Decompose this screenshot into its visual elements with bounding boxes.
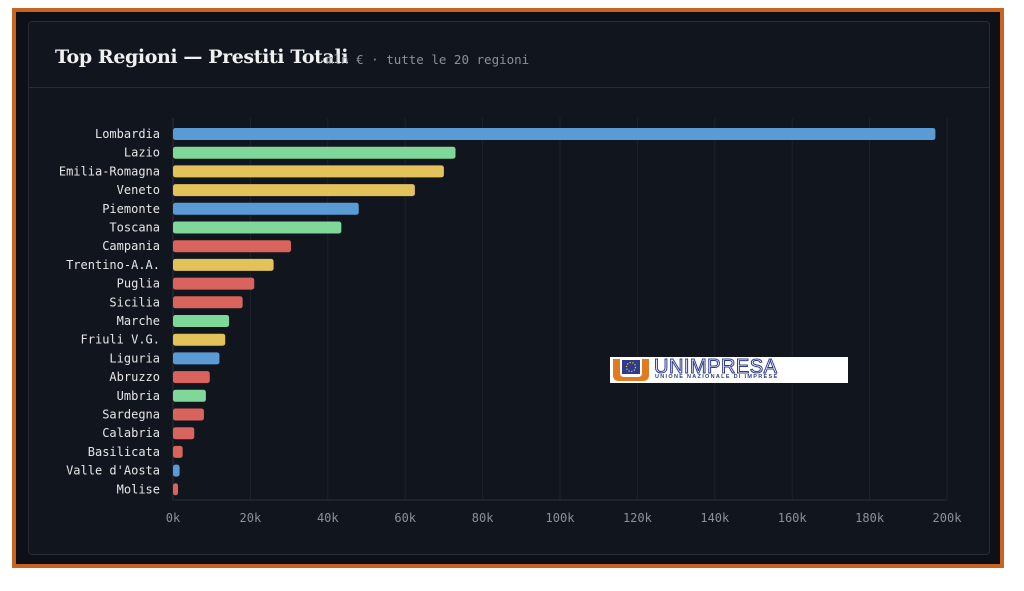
- bar-abruzzo: [173, 371, 210, 384]
- category-label: Puglia: [117, 277, 160, 291]
- category-label: Molise: [117, 482, 160, 496]
- bar-chart: 0k 20k 40k 60k 80k 100k 120k 140k 160k 180k 200k Lo…: [59, 118, 963, 525]
- category-label: Calabria: [102, 426, 160, 440]
- x-tick-label: 0k: [166, 511, 181, 525]
- category-label: Abruzzo: [109, 370, 160, 384]
- bar-marche: [173, 315, 230, 327]
- bar-umbria: [173, 389, 206, 402]
- bar-toscana: [173, 221, 342, 234]
- bar-sicilia: [173, 296, 243, 309]
- bar-calabria: [173, 427, 195, 440]
- bar-emilia-romagna: [173, 165, 444, 178]
- bar-valle-d-aosta: [173, 464, 180, 477]
- x-tick-label: 40k: [317, 511, 339, 525]
- category-label: Veneto: [117, 183, 160, 197]
- x-tick-label: 200k: [933, 511, 963, 525]
- category-label: Sardegna: [102, 408, 160, 422]
- x-tick-label: 100k: [546, 511, 576, 525]
- x-tick-label: 180k: [855, 511, 885, 525]
- category-label: Liguria: [109, 351, 160, 365]
- logo-emblem-icon: [613, 359, 649, 381]
- logo-wordmark: UNIMPRESA: [653, 356, 778, 379]
- bar-basilicata: [173, 445, 183, 458]
- unimpresa-logo: UNIMPRESA UNIONE NAZIONALE DI IMPRESE: [610, 356, 848, 383]
- x-tick-label: 20k: [240, 511, 262, 525]
- category-label: Lazio: [124, 146, 160, 160]
- category-label: Campania: [102, 239, 160, 253]
- category-label: Friuli V.G.: [81, 333, 160, 347]
- category-label: Piemonte: [102, 202, 160, 216]
- bar-sardegna: [173, 408, 204, 421]
- card-header: Top Regioni — Prestiti Totali mln € · tu…: [29, 22, 989, 88]
- bar-campania: [173, 240, 292, 253]
- x-tick-label: 60k: [394, 511, 416, 525]
- category-label: Trentino-A.A.: [66, 258, 160, 272]
- bar-piemonte: [173, 202, 359, 215]
- bar-liguria: [173, 352, 220, 365]
- category-label: Sicilia: [109, 295, 160, 309]
- bar-molise: [173, 483, 179, 496]
- category-label: Toscana: [109, 221, 160, 235]
- bar-lazio: [173, 146, 456, 159]
- bar-lombardia: [173, 128, 936, 140]
- outer-frame: Top Regioni — Prestiti Totali mln € · tu…: [12, 8, 1004, 568]
- chart-title: Top Regioni — Prestiti Totali: [55, 46, 349, 68]
- bar-puglia: [173, 277, 255, 290]
- category-label: Valle d'Aosta: [66, 464, 160, 478]
- category-label: Umbria: [117, 389, 160, 403]
- x-tick-label: 80k: [472, 511, 494, 525]
- x-tick-label: 120k: [623, 511, 653, 525]
- x-tick-label: 140k: [700, 511, 730, 525]
- category-label: Lombardia: [95, 127, 160, 141]
- category-label: Basilicata: [88, 445, 160, 459]
- chart-card: Top Regioni — Prestiti Totali mln € · tu…: [28, 21, 990, 555]
- logo-tagline: UNIONE NAZIONALE DI IMPRESE: [655, 374, 779, 380]
- category-label: Emilia-Romagna: [59, 164, 160, 178]
- category-label: Marche: [117, 314, 160, 328]
- bar-veneto: [173, 184, 415, 197]
- x-tick-label: 160k: [778, 511, 808, 525]
- chart-subtitle: mln € · tutte le 20 regioni: [326, 52, 530, 67]
- bar-trentino-a-a-: [173, 258, 274, 271]
- bar-friuli-v-g-: [173, 333, 226, 346]
